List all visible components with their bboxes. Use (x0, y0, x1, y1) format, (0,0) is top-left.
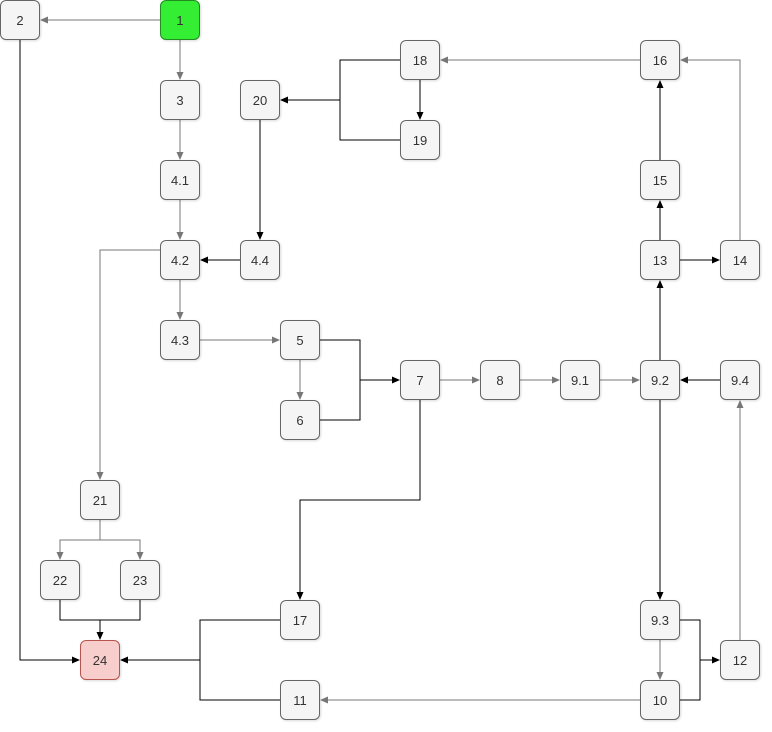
node-15[interactable]: 15 (640, 160, 680, 200)
node-9-4[interactable]: 9.4 (720, 360, 760, 400)
node-2[interactable]: 2 (0, 0, 40, 40)
node-14[interactable]: 14 (720, 240, 760, 280)
edge-5-to-7 (320, 339, 400, 384)
node-6[interactable]: 6 (280, 400, 320, 440)
node-13[interactable]: 13 (640, 240, 680, 280)
node-9-1[interactable]: 9.1 (560, 360, 600, 400)
node-23[interactable]: 23 (120, 560, 160, 600)
edge-19-to-20 (339, 100, 400, 141)
node-17[interactable]: 17 (280, 600, 320, 640)
node-9-3[interactable]: 9.3 (640, 600, 680, 640)
node-4-3[interactable]: 4.3 (160, 320, 200, 360)
edge-14-to-16 (680, 56, 741, 240)
edge-10-to-12 (680, 660, 701, 701)
node-24-end[interactable]: 24 (80, 640, 120, 680)
edge-18-to-20 (280, 59, 400, 104)
edge-11-to-24 (199, 660, 280, 701)
node-9-2[interactable]: 9.2 (640, 360, 680, 400)
node-16[interactable]: 16 (640, 40, 680, 80)
node-19[interactable]: 19 (400, 120, 440, 160)
node-8[interactable]: 8 (480, 360, 520, 400)
edge-4.2-to-21 (96, 249, 160, 480)
edge-7-to-17 (296, 400, 421, 600)
node-7[interactable]: 7 (400, 360, 440, 400)
node-5[interactable]: 5 (280, 320, 320, 360)
node-11[interactable]: 11 (280, 680, 320, 720)
node-22[interactable]: 22 (40, 560, 80, 600)
edge-17-to-24 (120, 619, 280, 664)
node-12[interactable]: 12 (720, 640, 760, 680)
node-1-start[interactable]: 1 (160, 0, 200, 40)
edge-23-to-24 (100, 600, 141, 621)
node-21[interactable]: 21 (80, 480, 120, 520)
node-4-4[interactable]: 4.4 (240, 240, 280, 280)
edge-22-to-24 (59, 600, 104, 640)
edge-6-to-7 (320, 380, 361, 421)
edge-21-to-22 (56, 520, 101, 560)
node-10[interactable]: 10 (640, 680, 680, 720)
node-3[interactable]: 3 (160, 80, 200, 120)
edge-9.3-to-12 (680, 619, 720, 664)
edge-21-to-23 (100, 539, 144, 560)
node-4-2[interactable]: 4.2 (160, 240, 200, 280)
node-18[interactable]: 18 (400, 40, 440, 80)
edge-2-to-24 (19, 40, 80, 664)
node-20[interactable]: 20 (240, 80, 280, 120)
node-4-1[interactable]: 4.1 (160, 160, 200, 200)
